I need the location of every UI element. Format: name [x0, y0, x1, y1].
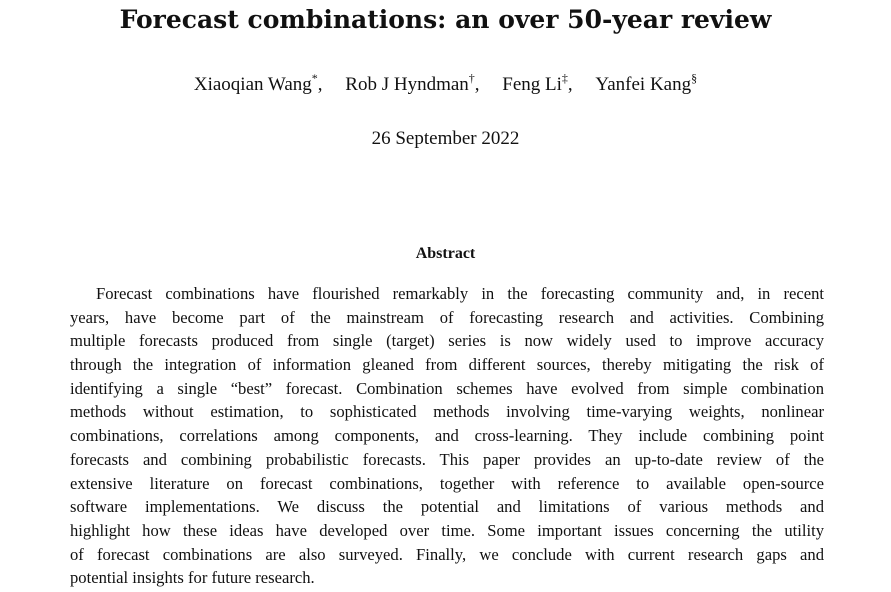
- author-name: Yanfei Kang: [595, 74, 692, 95]
- abstract-line: through the integration of information g…: [70, 355, 824, 375]
- abstract-line: potential insights for future research.: [70, 568, 315, 588]
- abstract-line: highlight how these ideas have developed…: [70, 520, 824, 540]
- author-name: Rob J Hyndman: [345, 74, 469, 95]
- author-separator: ,: [317, 74, 323, 95]
- author-footnote-mark[interactable]: ‡: [561, 71, 568, 85]
- abstract-line: methods without estimation, to sophistic…: [70, 402, 824, 422]
- author-entry: Feng Li‡,: [502, 72, 572, 98]
- author-footnote-mark[interactable]: *: [311, 71, 318, 85]
- author-entry: Xiaoqian Wang*,: [194, 72, 323, 98]
- author-name: Feng Li: [502, 74, 562, 95]
- author-separator: ,: [474, 74, 480, 95]
- author-name: Xiaoqian Wang: [193, 74, 312, 95]
- abstract-line: Forecast combinations have flourished re…: [96, 284, 824, 303]
- abstract-line: extensive literature on forecast combina…: [70, 473, 824, 493]
- abstract-line: years, have become part of the mainstrea…: [70, 307, 824, 327]
- abstract-line: identifying a single “best” forecast. Co…: [70, 378, 824, 398]
- author-entry: Yanfei Kang§: [595, 72, 697, 98]
- abstract-heading: Abstract: [415, 245, 476, 262]
- abstract-line: forecasts and combining probabilistic fo…: [70, 449, 824, 469]
- author-footnote-mark[interactable]: §: [691, 71, 698, 85]
- author-footnote-mark[interactable]: †: [468, 71, 475, 85]
- abstract-line: software implementations. We discuss the…: [70, 497, 824, 517]
- author-entry: Rob J Hyndman†,: [345, 72, 479, 98]
- author-separator: ,: [567, 74, 573, 95]
- publication-date: 26 September 2022: [371, 128, 520, 149]
- abstract-line: multiple forecasts produced from single …: [70, 331, 824, 351]
- abstract-body: Forecast combinations have flourished re…: [70, 282, 824, 590]
- abstract-line: of forecast combinations are also survey…: [70, 544, 824, 564]
- author-list: Xiaoqian Wang*, Rob J Hyndman†, Feng Li‡…: [0, 72, 891, 98]
- paper-title: Forecast combinations: an over 50-year r…: [119, 5, 772, 34]
- abstract-line: combinations, correlations among compone…: [70, 426, 824, 446]
